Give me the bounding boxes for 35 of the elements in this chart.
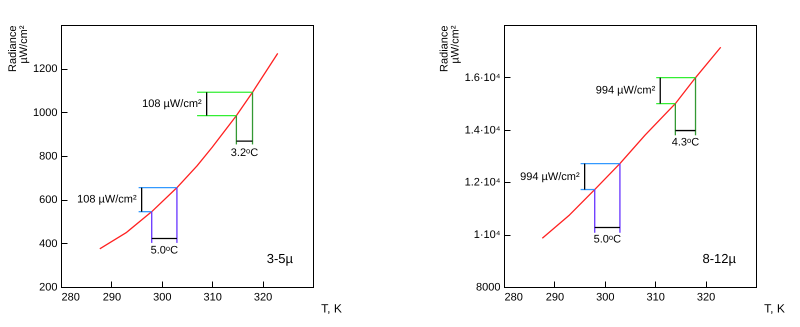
x-tick-label: 320 xyxy=(696,292,716,304)
y-tick-label: 800 xyxy=(39,150,58,162)
y-axis-title: Radiance µW/cm² xyxy=(7,25,30,72)
annotation: 3-5µ xyxy=(266,251,294,266)
annotation: 8-12µ xyxy=(702,251,737,266)
annotation: 3.2ᵒC xyxy=(230,147,258,160)
y-tick-label: 600 xyxy=(39,194,58,206)
annotation: 108 µW/cm² xyxy=(77,194,137,206)
y-tick-label: 1.6·10⁴ xyxy=(464,72,501,84)
x-tick-label: 280 xyxy=(504,292,523,304)
x-tick-label: 300 xyxy=(596,292,614,304)
y-tick-label: 1200 xyxy=(33,63,58,76)
y-axis-title: Radiance µW/cm² xyxy=(438,25,462,72)
x-axis-title: T, K xyxy=(764,302,785,316)
x-tick-label: 300 xyxy=(153,292,172,304)
y-tick-label: 400 xyxy=(39,238,58,250)
x-tick-label: 290 xyxy=(546,292,564,304)
x-tick-label: 290 xyxy=(102,292,122,304)
x-axis-title: T, K xyxy=(321,302,342,316)
annotation: 5.0ᵒC xyxy=(594,234,622,246)
y-tick-label: 200 xyxy=(39,282,58,294)
x-tick-label: 320 xyxy=(254,292,272,304)
y-tick-label: 1.2·10⁴ xyxy=(464,176,501,189)
annotation: 108 µW/cm² xyxy=(142,98,202,110)
annotation: 4.3ᵒC xyxy=(672,136,700,149)
y-tick-label: 1000 xyxy=(33,106,58,119)
x-tick-label: 310 xyxy=(646,292,665,304)
y-tick-label: 1.4·10⁴ xyxy=(464,124,501,136)
annotation: 994 µW/cm² xyxy=(596,84,656,96)
annotation: 994 µW/cm² xyxy=(520,170,580,183)
y-tick-label: 8000 xyxy=(476,282,500,294)
x-tick-label: 310 xyxy=(204,292,222,304)
x-tick-label: 280 xyxy=(62,292,80,304)
annotation: 5.0ᵒC xyxy=(150,244,178,257)
y-tick-label: 1·10⁴ xyxy=(474,229,501,242)
